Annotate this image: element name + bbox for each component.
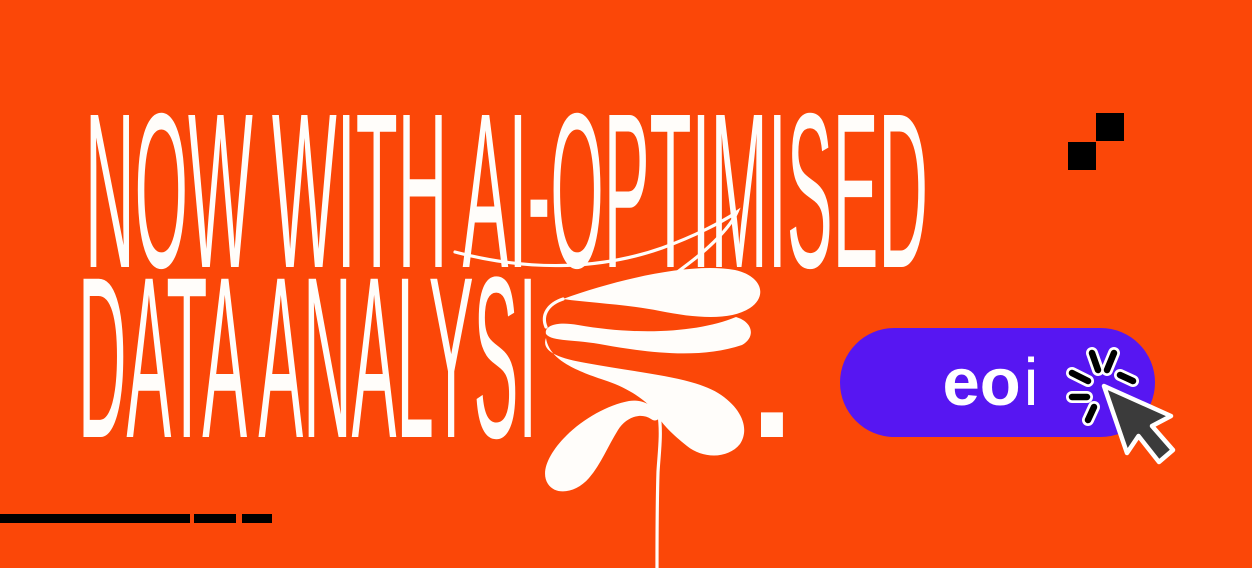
headline-line-2: DATA ANALYSI — [78, 229, 537, 486]
s-left-curl — [542, 297, 565, 329]
s-ribbon-top-band — [563, 268, 761, 317]
stylized-letter-s-art — [453, 207, 761, 568]
eoi-button-label-thin: i — [1023, 345, 1039, 420]
headline-period: . — [740, 229, 804, 486]
eoi-button[interactable]: eo i — [840, 328, 1155, 437]
underline-dash-medium — [194, 514, 236, 523]
s-ribbon-lower-band — [545, 338, 745, 456]
checker-square-top-icon — [1096, 113, 1124, 141]
s-descender-line — [655, 412, 662, 568]
underline-dash-long — [0, 514, 190, 523]
s-swash-entry — [453, 207, 741, 290]
s-ribbon-middle-band — [545, 317, 751, 354]
underline-dash-short — [242, 514, 272, 523]
headline-line-1: NOW WITH AI-OPTIMISED — [85, 67, 928, 314]
checker-square-bottom-icon — [1068, 142, 1096, 170]
s-bottom-arch — [545, 400, 660, 492]
eoi-button-label-bold: eo — [942, 345, 1021, 420]
